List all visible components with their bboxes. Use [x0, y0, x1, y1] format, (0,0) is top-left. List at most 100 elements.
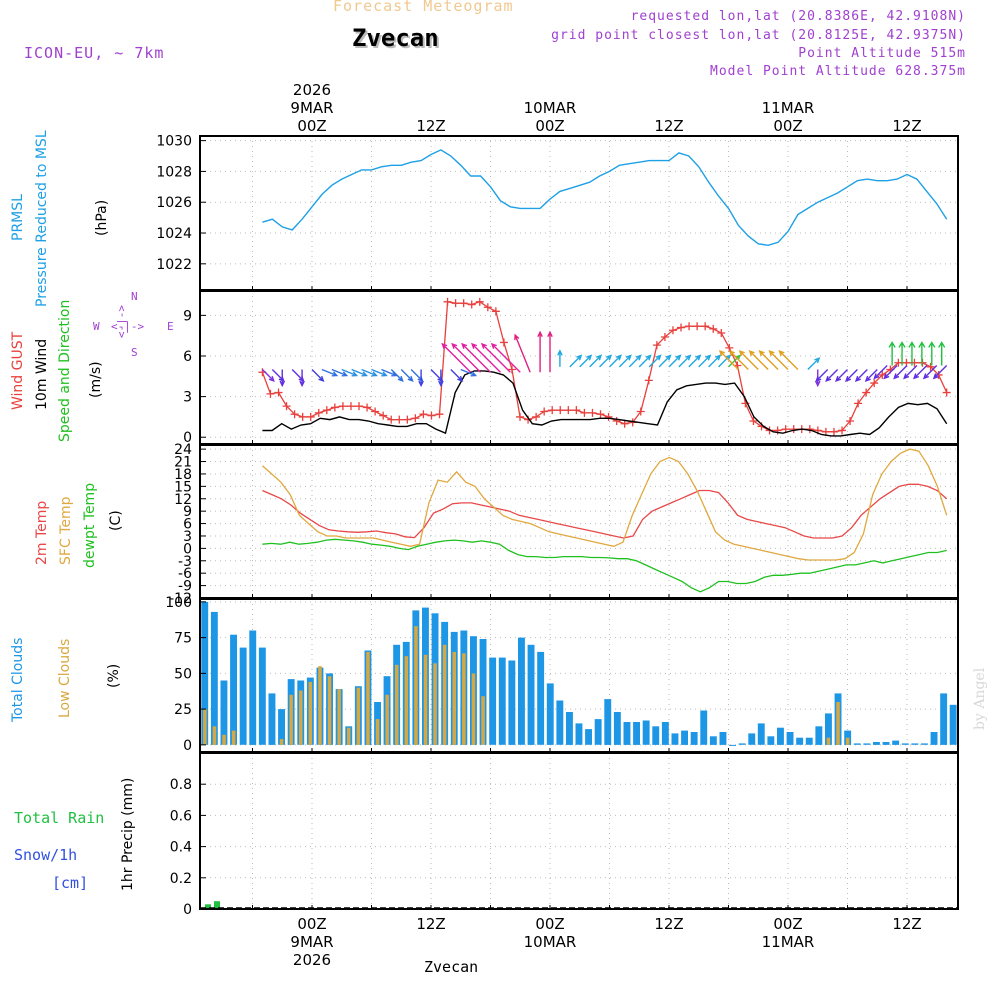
temp-sfc-line [261, 448, 948, 561]
wind-direction-arrow [331, 368, 349, 377]
wind-gust-marker [685, 322, 694, 331]
wind-gust-marker [338, 402, 347, 411]
wind-gust-marker [443, 297, 452, 306]
wind-10m-line [262, 370, 948, 437]
total-cloud-bar [642, 720, 650, 745]
y-tick-label: 1022 [156, 257, 192, 273]
total-cloud-bar [940, 693, 948, 745]
wind-direction-arrow [825, 369, 839, 382]
wind-gust-marker [507, 365, 516, 374]
wind-direction-arrow [371, 368, 388, 377]
compass-arrows-horizontal: <-|-> [111, 320, 145, 333]
wind-gust-marker [644, 376, 653, 385]
time-label-top: 9MAR [290, 99, 333, 117]
y-tick-label: 0 [183, 902, 192, 918]
y-tick-label: 24 [174, 442, 192, 458]
y-tick-label: 6 [183, 517, 192, 533]
low-cloud-bar [826, 737, 831, 745]
wind-gust-marker [709, 324, 718, 333]
panel-frame [199, 135, 959, 291]
wind-gust-marker [363, 403, 372, 412]
wind-gust-marker [306, 412, 315, 421]
total-cloud-bar [796, 737, 804, 745]
precip-snow-unit: [cm] [52, 874, 89, 892]
low-cloud-bar [375, 719, 380, 745]
y-tick-label: 12 [174, 492, 192, 508]
total-cloud-bar [623, 722, 631, 745]
wind-gust-marker [483, 303, 492, 312]
low-cloud-bar [308, 681, 313, 745]
wind-direction-arrow [628, 354, 642, 368]
wind-gust-marker [749, 416, 758, 425]
wind-gust-marker [411, 414, 420, 423]
compass-n: N [131, 290, 138, 303]
total-cloud-bar [681, 730, 688, 745]
wind-direction-arrow [461, 342, 491, 373]
total-cloud-bar [709, 736, 717, 745]
total-cloud-bar [873, 742, 880, 745]
low-cloud-bar [299, 690, 303, 745]
time-label-top: 2026 [293, 81, 331, 99]
total-cloud-bar [729, 744, 736, 746]
wind-direction-arrow [451, 342, 482, 373]
wind-direction-arrow [873, 364, 888, 380]
wind-gust-marker [282, 402, 291, 411]
time-label-top: 00Z [297, 117, 326, 135]
wind-direction-arrow [738, 350, 759, 371]
low-cloud-bar [836, 702, 840, 745]
wind-direction-arrow [460, 368, 478, 377]
wind-direction-arrow [835, 369, 848, 382]
wind-gust-marker [499, 338, 508, 347]
wind-direction-arrow [912, 364, 928, 380]
total-cloud-bar [594, 719, 602, 745]
low-cloud-bar [279, 739, 284, 745]
wind-gust-marker [652, 341, 661, 350]
wind-gust-marker [894, 358, 903, 367]
total-cloud-bar [489, 657, 497, 745]
total-cloud-bar [537, 651, 545, 745]
y-tick-label: 0 [183, 738, 192, 754]
wind-direction-arrow [609, 354, 622, 368]
total-cloud-bar [518, 637, 525, 745]
point-altitude: Point Altitude 515m [798, 46, 966, 61]
wind-gust-marker [636, 407, 645, 416]
footer-location: Zvecan [424, 958, 479, 976]
panel-frame [199, 752, 959, 910]
total-cloud-bar [566, 712, 573, 745]
wind-gust-marker [314, 408, 323, 417]
wind-direction-arrow [569, 354, 583, 368]
wind-direction-arrow [480, 342, 511, 373]
time-label-bottom: 11MAR [762, 933, 815, 951]
y-tick-label: 9 [183, 308, 192, 324]
wind-gust-marker [387, 415, 396, 424]
wind-direction-arrow [470, 342, 501, 373]
wind-gust-marker [677, 323, 686, 332]
wind-direction-arrow [589, 354, 603, 368]
y-tick-label: 75 [174, 631, 192, 647]
location-title: Zvecan [352, 24, 439, 52]
total-cloud-bar [479, 639, 487, 745]
time-label-bottom: 00Z [773, 915, 802, 933]
wind-direction-arrow [718, 354, 732, 368]
model-altitude: Model Point Altitude 628.375m [710, 64, 966, 79]
total-cloud-bar [921, 743, 928, 745]
total-cloud-bar [853, 743, 861, 745]
y-tick-label: 50 [174, 666, 192, 682]
time-label-bottom: 2026 [293, 951, 331, 969]
total-cloud-bar [230, 634, 237, 745]
wind-direction-arrow [537, 330, 543, 373]
total-cloud-bar [777, 727, 784, 745]
wind-direction-arrow [648, 354, 662, 368]
wind-gust-marker [371, 407, 380, 416]
wind-direction-arrow [854, 369, 868, 382]
total-cloud-bar [498, 657, 506, 745]
total-cloud-bar [278, 709, 285, 745]
compass-rose: N <-|-> S W <-|-> E [93, 290, 183, 360]
total-cloud-bar [738, 743, 746, 745]
wind-gust-marker [467, 300, 476, 309]
wind-gust-marker [580, 408, 589, 417]
y-tick-label: 100 [165, 595, 192, 611]
wind-direction-arrow [928, 341, 936, 366]
wind-gust-marker [596, 410, 605, 419]
time-label-top: 12Z [654, 117, 683, 135]
